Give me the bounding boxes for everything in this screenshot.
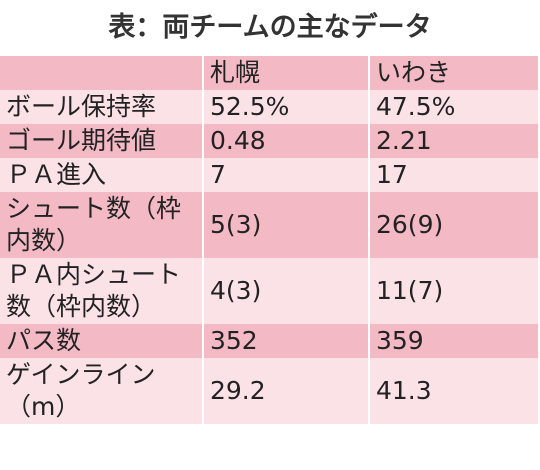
table-row: ゴール期待値 0.48 2.21 xyxy=(0,124,540,158)
cell: 41.3 xyxy=(368,358,540,424)
cell: 0.48 xyxy=(202,124,370,158)
table-row: パス数 352 359 xyxy=(0,324,540,358)
cell: 47.5% xyxy=(368,90,540,124)
cell: 26(9) xyxy=(368,192,540,258)
cell: 359 xyxy=(368,324,540,358)
row-label: ＰＡ内シュート数（枠内数） xyxy=(0,258,204,324)
cell: 29.2 xyxy=(202,358,370,424)
row-label xyxy=(0,56,204,90)
cell: 52.5% xyxy=(202,90,370,124)
table-row: シュート数（枠内数） 5(3) 26(9) xyxy=(0,192,540,258)
data-table: 札幌 いわき ボール保持率 52.5% 47.5% ゴール期待値 0.48 2.21 ＰＡ進入 7… xyxy=(0,56,540,424)
cell: いわき xyxy=(368,56,540,90)
table-row: ボール保持率 52.5% 47.5% xyxy=(0,90,540,124)
table-row: 札幌 いわき xyxy=(0,56,540,90)
cell: 352 xyxy=(202,324,370,358)
table-row: ＰＡ進入 7 17 xyxy=(0,158,540,192)
row-label: ＰＡ進入 xyxy=(0,158,204,192)
cell: 17 xyxy=(368,158,540,192)
row-label: ゴール期待値 xyxy=(0,124,204,158)
cell: 7 xyxy=(202,158,370,192)
row-label: ゲインライン（m） xyxy=(0,358,204,424)
cell: 札幌 xyxy=(202,56,370,90)
row-label: ボール保持率 xyxy=(0,90,204,124)
cell: 5(3) xyxy=(202,192,370,258)
table-row: ゲインライン（m） 29.2 41.3 xyxy=(0,358,540,424)
cell: 2.21 xyxy=(368,124,540,158)
title: 表：両チームの主なデータ xyxy=(108,12,432,43)
cell: 11(7) xyxy=(368,258,540,324)
row-label: シュート数（枠内数） xyxy=(0,192,204,258)
row-label: パス数 xyxy=(0,324,204,358)
table-row: ＰＡ内シュート数（枠内数） 4(3) 11(7) xyxy=(0,258,540,324)
cell: 4(3) xyxy=(202,258,370,324)
